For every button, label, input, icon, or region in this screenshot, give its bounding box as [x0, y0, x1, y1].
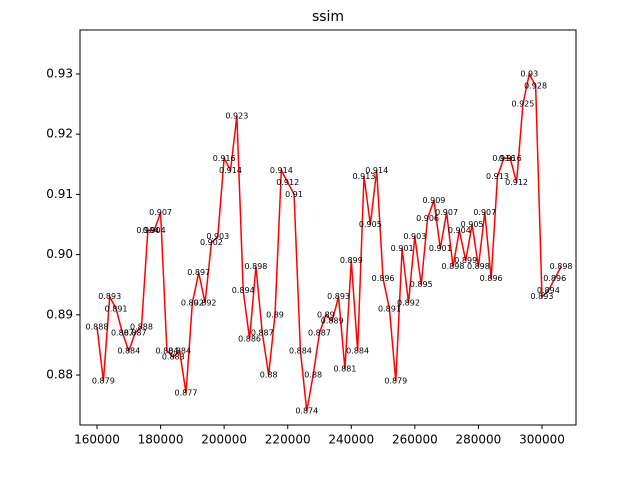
data-label: 0.916: [492, 154, 515, 163]
data-label: 0.913: [353, 172, 376, 181]
data-label: 0.898: [550, 262, 573, 271]
data-label: 0.874: [295, 407, 318, 416]
data-label: 0.905: [461, 220, 484, 229]
data-label: 0.887: [251, 328, 274, 337]
data-label: 0.883: [162, 352, 185, 361]
y-tick-label: 0.91: [46, 187, 73, 201]
data-label: 0.914: [365, 166, 388, 175]
data-label: 0.884: [155, 346, 178, 355]
data-label: 0.884: [289, 346, 312, 355]
x-tick-label: 180000: [138, 433, 184, 447]
data-label: 0.888: [130, 322, 153, 331]
data-label: 0.89: [317, 310, 335, 319]
x-tick-label: 160000: [74, 433, 120, 447]
data-label: 0.907: [149, 208, 172, 217]
data-label: 0.902: [200, 238, 223, 247]
x-tick-label: 240000: [328, 433, 374, 447]
data-label: 0.893: [531, 292, 554, 301]
data-label: 0.901: [429, 244, 452, 253]
data-label: 0.907: [473, 208, 496, 217]
x-tick-label: 300000: [519, 433, 565, 447]
data-label: 0.891: [378, 304, 401, 313]
data-label: 0.904: [448, 226, 471, 235]
data-label: 0.913: [486, 172, 509, 181]
data-label: 0.884: [168, 346, 191, 355]
x-tick-label: 220000: [265, 433, 311, 447]
data-label: 0.907: [435, 208, 458, 217]
data-label: 0.898: [467, 262, 490, 271]
data-label: 0.891: [105, 304, 128, 313]
data-label: 0.896: [543, 274, 566, 283]
x-tick-label: 200000: [201, 433, 247, 447]
data-label: 0.887: [111, 328, 134, 337]
data-label: 0.905: [359, 220, 382, 229]
data-label: 0.928: [524, 81, 547, 90]
data-label: 0.91: [285, 190, 303, 199]
data-label: 0.916: [213, 154, 236, 163]
data-label: 0.925: [511, 100, 534, 109]
data-label: 0.877: [175, 389, 198, 398]
data-label: 0.893: [98, 292, 121, 301]
data-label: 0.892: [181, 298, 204, 307]
data-label: 0.93: [520, 69, 538, 78]
x-tick-label: 280000: [456, 433, 502, 447]
data-label: 0.892: [397, 298, 420, 307]
chart-title: ssim: [312, 9, 344, 25]
data-label: 0.898: [442, 262, 465, 271]
data-label: 0.899: [340, 256, 363, 265]
line: [96, 71, 562, 412]
plot-frame: [79, 29, 577, 426]
data-label: 0.884: [117, 346, 140, 355]
data-label: 0.893: [327, 292, 350, 301]
data-label: 0.892: [194, 298, 217, 307]
data-label: 0.887: [124, 328, 147, 337]
data-label: 0.894: [537, 286, 560, 295]
data-label: 0.887: [308, 328, 331, 337]
data-label: 0.881: [333, 365, 356, 374]
data-label: 0.909: [422, 196, 445, 205]
data-label: 0.904: [143, 226, 166, 235]
data-label: 0.894: [232, 286, 255, 295]
data-label: 0.898: [244, 262, 267, 271]
data-label: 0.923: [225, 112, 248, 121]
data-label: 0.896: [480, 274, 503, 283]
data-label: 0.889: [321, 316, 344, 325]
data-label: 0.912: [505, 178, 528, 187]
data-label: 0.895: [410, 280, 433, 289]
data-label: 0.916: [499, 154, 522, 163]
data-label: 0.914: [219, 166, 242, 175]
data-label: 0.88: [260, 371, 278, 380]
data-label: 0.903: [403, 232, 426, 241]
data-label: 0.879: [92, 377, 115, 386]
data-label: 0.88: [304, 371, 322, 380]
data-label: 0.901: [391, 244, 414, 253]
data-label: 0.904: [136, 226, 159, 235]
data-label: 0.879: [384, 377, 407, 386]
x-tick-label: 260000: [392, 433, 438, 447]
y-tick-label: 0.88: [46, 368, 73, 382]
data-label: 0.912: [276, 178, 299, 187]
data-label: 0.906: [416, 214, 439, 223]
y-tick-label: 0.93: [46, 66, 73, 80]
data-label: 0.914: [270, 166, 293, 175]
data-label: 0.899: [454, 256, 477, 265]
y-tick-label: 0.92: [46, 127, 73, 141]
data-label: 0.886: [238, 334, 261, 343]
y-tick-label: 0.90: [46, 247, 73, 261]
data-label: 0.884: [346, 346, 369, 355]
data-label: 0.897: [187, 268, 210, 277]
data-label: 0.89: [266, 310, 284, 319]
data-label: 0.888: [86, 322, 109, 331]
y-tick-label: 0.89: [46, 307, 73, 321]
data-label: 0.896: [372, 274, 395, 283]
data-label: 0.903: [206, 232, 229, 241]
